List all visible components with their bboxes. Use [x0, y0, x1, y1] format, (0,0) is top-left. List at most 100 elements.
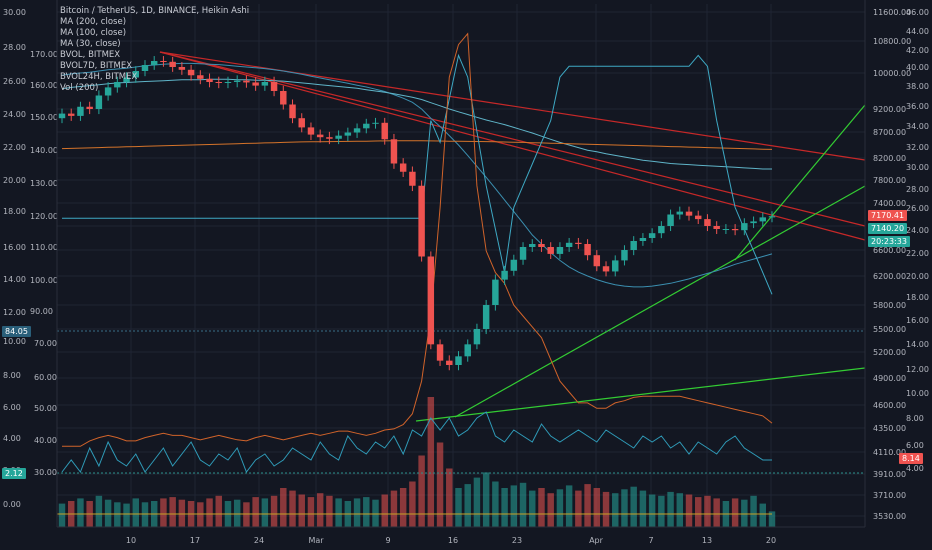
right-b-tick-label: 26.00 [906, 204, 929, 213]
price-tick-label: 5800.00 [873, 301, 906, 310]
left-212-tag: 2.12 [2, 468, 26, 479]
left-a-tick-label: 24.00 [3, 110, 26, 119]
x-tick-label: 13 [702, 536, 712, 545]
candle-body [335, 135, 342, 139]
bvol-line [62, 53, 773, 295]
legend-item-ma30[interactable]: MA (30, close) [60, 39, 121, 49]
legend-item-vol[interactable]: Vol (200) [60, 83, 99, 93]
candle-body [741, 223, 748, 231]
candle-body [418, 185, 425, 257]
volume-bar [326, 495, 333, 527]
candle-body [593, 255, 601, 267]
candle-body [298, 118, 305, 128]
volume-bar [160, 498, 167, 527]
legend-item-bvol7d[interactable]: BVOL7D, BITMEX [60, 61, 133, 71]
price-tick-label: 4900.00 [873, 374, 906, 383]
candle-body [713, 226, 720, 229]
volume-bar [298, 494, 305, 527]
legend-item-ma100[interactable]: MA (100, close) [60, 28, 127, 38]
volume-bar [556, 489, 564, 527]
volume-bar [141, 502, 149, 527]
volume-bar [713, 498, 720, 527]
candle-body [243, 80, 250, 83]
volume-bar [280, 488, 287, 527]
left-a-tick-label: 30.00 [3, 8, 26, 17]
candle-body [316, 134, 324, 138]
volume-bar [104, 499, 112, 527]
volume-bar [95, 495, 103, 527]
price-tick-label: 10000.00 [873, 69, 911, 78]
trend-line-green [454, 185, 866, 418]
volume-bar [584, 484, 591, 527]
left-a-tick-label: 28.00 [3, 43, 26, 52]
candle-body [510, 259, 518, 271]
volume-bar [436, 442, 444, 527]
price-tick-label: 10800.00 [873, 37, 911, 46]
volume-bar [538, 488, 545, 527]
left-b-tick-label: 70.00 [34, 339, 57, 348]
volume-bar [464, 484, 471, 527]
candle-body [270, 82, 278, 91]
right-b-tick-label: 30.00 [906, 163, 929, 172]
volume-bar [132, 498, 139, 527]
right-b-tick-label: 22.00 [906, 249, 929, 258]
volume-bar [759, 503, 767, 527]
candle-body [104, 87, 112, 96]
candle-body [123, 77, 130, 82]
volume-bar [658, 495, 665, 527]
volume-bar [261, 498, 269, 527]
left-b-tick-label: 30.00 [34, 468, 57, 477]
candle-body [187, 69, 195, 76]
candle-body [768, 216, 776, 218]
volume-bar [565, 485, 573, 527]
volume-bar [418, 455, 425, 527]
candle-body [759, 217, 767, 222]
volume-bar [695, 497, 702, 527]
left-b-tick-label: 100.00 [30, 276, 58, 285]
legend-item-bvol[interactable]: BVOL, BITMEX [60, 50, 121, 60]
price-tick-label: 5200.00 [873, 348, 906, 357]
right-b-tick-label: 10.00 [906, 389, 929, 398]
left-a-tick-label: 8.00 [3, 371, 21, 380]
candle-body [353, 128, 361, 133]
volume-bar [307, 497, 315, 527]
volume-bar [233, 499, 241, 527]
candle-body [307, 127, 315, 135]
candle-body [584, 244, 591, 256]
volume-bar [639, 490, 647, 527]
volume-bar [519, 482, 527, 527]
candle-body [695, 215, 702, 220]
volume-bar [630, 486, 637, 527]
volume-bar [501, 488, 508, 527]
left-a-tick-label: 6.00 [3, 403, 21, 412]
candle-body [621, 250, 628, 261]
candle-body [372, 122, 379, 124]
candle-body [58, 113, 66, 119]
volume-bar [750, 495, 757, 527]
price-tick-label: 7400.00 [873, 199, 906, 208]
left-a-tick-label: 20.00 [3, 176, 26, 185]
candle-body [252, 82, 259, 86]
candle-body [538, 244, 545, 247]
volume-bar [446, 468, 453, 527]
candle-body [658, 226, 665, 234]
candles [58, 56, 776, 371]
left-a-tick-label: 18.00 [3, 207, 26, 216]
volume-bar [704, 495, 711, 527]
left-b-tick-label: 110.00 [30, 243, 58, 252]
volume-bar [602, 491, 610, 527]
candle-body [639, 238, 647, 241]
price-tick-label: 6600.00 [873, 246, 906, 255]
price-tick-label: 3530.00 [873, 512, 906, 521]
x-tick-label: 16 [448, 536, 458, 545]
right-b-tick-label: 14.00 [906, 340, 929, 349]
candle-body [132, 71, 139, 78]
x-tick-label: 20 [766, 536, 776, 545]
legend-item-ma200[interactable]: MA (200, close) [60, 17, 127, 27]
countdown-tag: 20:23:33 [868, 236, 910, 247]
price-tick-label: 4110.00 [873, 448, 906, 457]
legend-item-bvol24h[interactable]: BVOL24H, BITMEX [60, 72, 138, 82]
price-tick-label: 9200.00 [873, 105, 906, 114]
left-b-tick-label: 130.00 [30, 179, 58, 188]
